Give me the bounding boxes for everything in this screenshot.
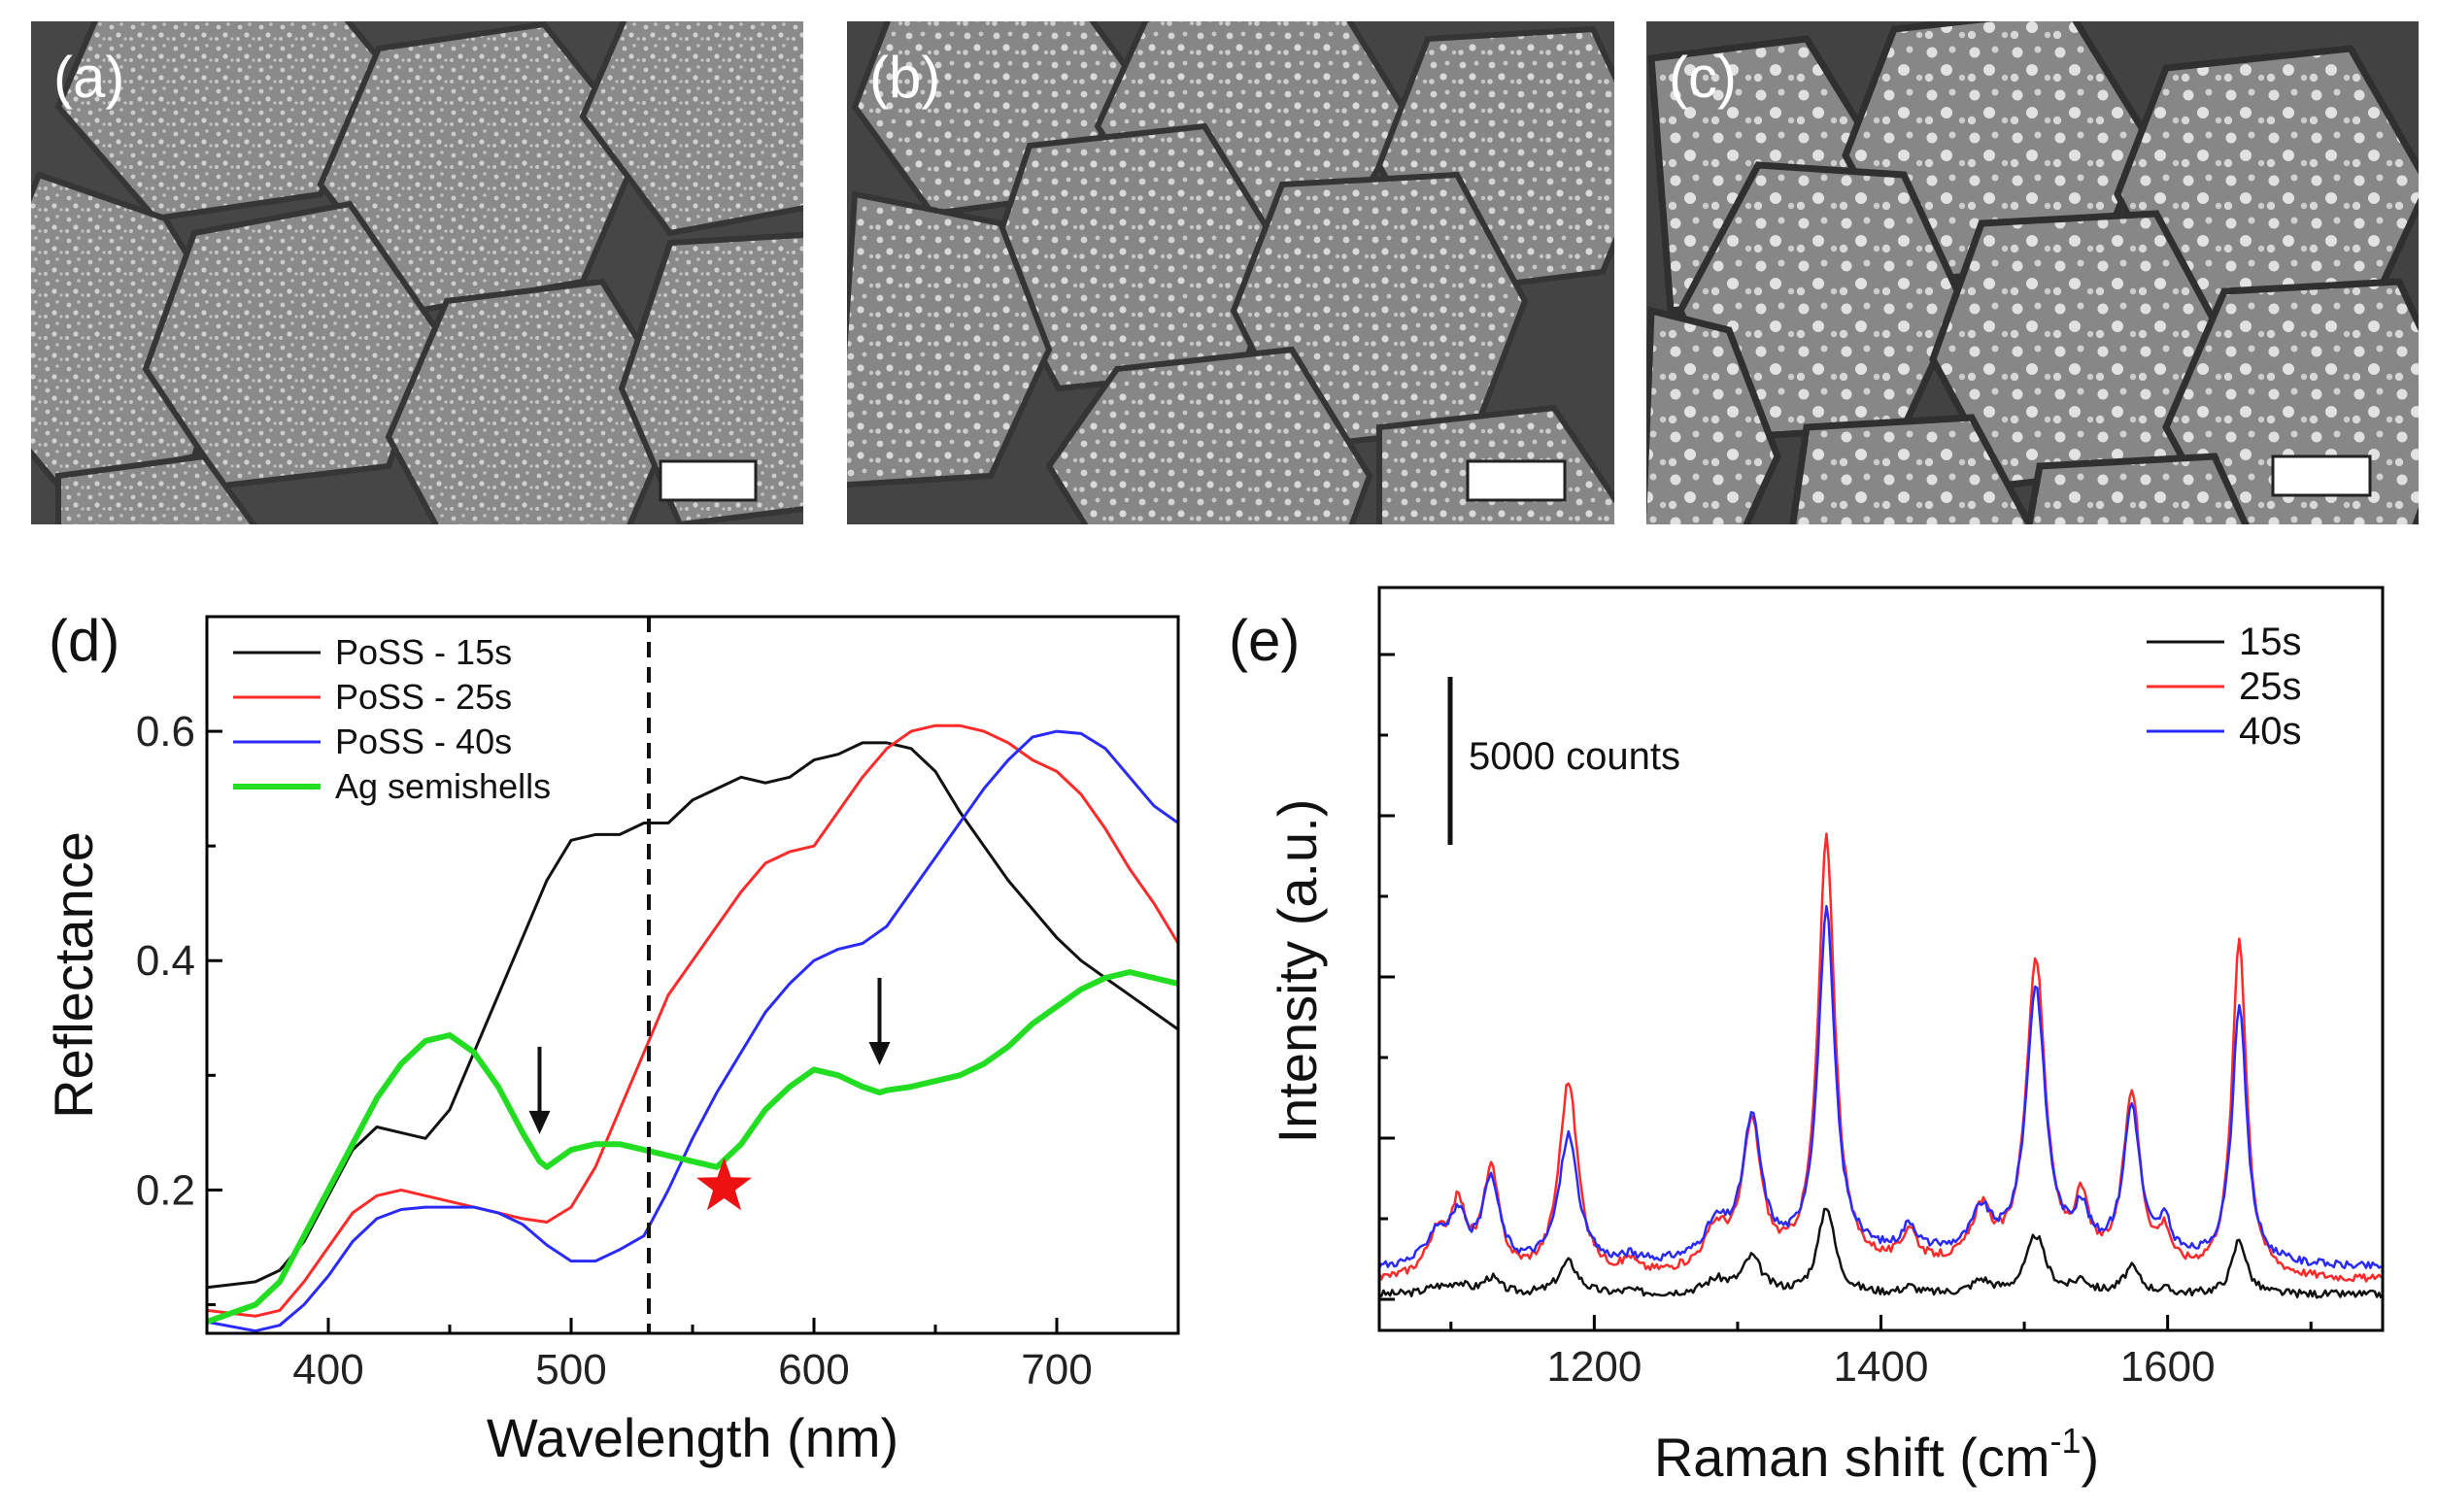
x-axis-title-e-suffix: ) <box>2082 1427 2100 1488</box>
raman-series-line-0 <box>1379 1207 2383 1299</box>
series-line-3 <box>207 969 1178 1326</box>
raman-chart: (e) 1200 1400 1600 5000 counts Raman shift… <box>1229 586 2385 1488</box>
reflectance-series-group <box>207 723 1178 1333</box>
legend-label: 25s <box>2239 665 2302 708</box>
x-axis-title-e-main: Raman shift (cm <box>1654 1427 2050 1488</box>
legend-label: Ag semishells <box>335 766 551 806</box>
legend-label: PoSS - 15s <box>335 632 512 672</box>
x-tick-label: 1400 <box>1834 1343 1929 1391</box>
arrow-head-0 <box>528 1110 551 1134</box>
legend-label: 40s <box>2239 710 2302 753</box>
raman-series-group <box>1379 832 2383 1299</box>
sem-panel-b <box>847 21 1614 524</box>
legend-label: 15s <box>2239 621 2302 663</box>
series-line-0 <box>207 741 1178 1290</box>
star-marker <box>696 1158 752 1211</box>
x-tick-label: 600 <box>778 1346 849 1394</box>
y-ticks-e <box>1379 653 1395 1301</box>
x-axis-title-e-superscript: -1 <box>2049 1421 2081 1461</box>
x-tick-label: 1600 <box>2120 1343 2216 1391</box>
sem-c-grain <box>1646 21 2419 524</box>
sem-panel-c <box>1646 21 2419 524</box>
legend-d: PoSS - 15s PoSS - 25s PoSS - 40s Ag semishe… <box>233 632 551 806</box>
x-tick-label: 1200 <box>1546 1343 1642 1391</box>
x-tick-label: 500 <box>535 1346 606 1394</box>
y-tick-label: 0.6 <box>136 708 195 756</box>
y-ticks-d: 0.2 0.4 0.6 <box>136 615 222 1306</box>
panel-label-e: (e) <box>1229 608 1300 673</box>
legend-label: PoSS - 25s <box>335 677 512 717</box>
scale-bar-a <box>659 459 758 502</box>
panel-label-d: (d) <box>49 608 119 673</box>
sem-panel-a <box>31 21 803 524</box>
x-axis-title-d: Wavelength (nm) <box>487 1407 898 1468</box>
x-tick-label: 400 <box>292 1346 363 1394</box>
scale-bar-c <box>2271 454 2372 497</box>
scale-bar-b <box>1466 459 1567 502</box>
y-axis-title-d: Reflectance <box>43 831 104 1119</box>
sem-a-grain <box>31 21 803 524</box>
y-axis-title-e: Intensity (a.u.) <box>1267 799 1328 1144</box>
x-ticks-e: 1200 1400 1600 <box>1449 1315 2313 1391</box>
series-line-1 <box>207 723 1178 1318</box>
dip-arrows <box>528 978 891 1134</box>
scale-bar-label: 5000 counts <box>1469 735 1680 778</box>
x-tick-label: 700 <box>1021 1346 1092 1394</box>
panel-label-a: (a) <box>53 45 124 110</box>
y-tick-label: 0.4 <box>136 937 195 985</box>
legend-label: PoSS - 40s <box>335 722 512 761</box>
axes-frame-e <box>1377 586 2385 1332</box>
y-tick-label: 0.2 <box>136 1166 195 1214</box>
series-line-2 <box>207 729 1178 1333</box>
panel-label-b: (b) <box>869 45 940 110</box>
reflectance-chart: (d) 400 500 600 700 0.2 0.4 0.6 Wavelength (n… <box>43 608 1180 1468</box>
arrow-head-1 <box>868 1042 891 1066</box>
panel-label-c: (c) <box>1669 45 1737 110</box>
raman-series-line-1 <box>1379 832 2383 1283</box>
raman-series-line-2 <box>1379 904 2383 1270</box>
x-axis-title-e: Raman shift (cm-1) <box>1654 1421 2099 1488</box>
sem-b-grain <box>847 21 1614 524</box>
x-ticks-d: 400 500 600 700 <box>205 1318 1180 1394</box>
